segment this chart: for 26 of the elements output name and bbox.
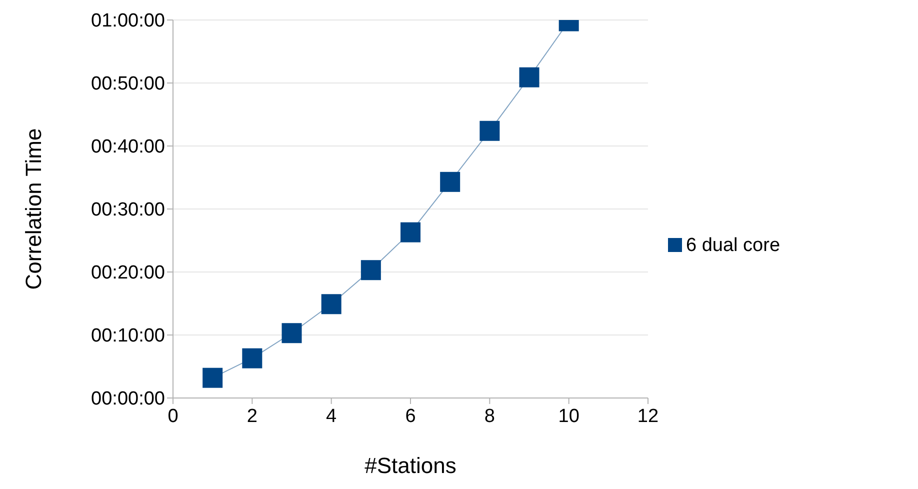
y-tick-label: 00:40:00 [91,136,165,158]
y-axis-title: Correlation Time [20,128,46,290]
y-tick-label: 00:20:00 [91,262,165,284]
point [440,172,460,192]
y-tick-label: 00:50:00 [91,74,165,95]
legend-label: 6 dual core [686,234,780,256]
x-axis-title: #Stations [364,453,456,478]
point [360,260,381,280]
x-tick-label: 2 [246,406,258,427]
point [480,120,500,141]
point [282,323,302,344]
point [202,368,223,388]
x-tick-label: 10 [558,406,580,427]
point [242,348,262,368]
y-tick-label: 00:30:00 [91,200,165,221]
y-tick-label: 01:00:00 [91,10,165,32]
point [519,67,540,88]
y-tick-label: 00:10:00 [91,326,165,347]
y-tick-label: 00:00:00 [91,388,165,410]
point [400,222,420,242]
x-tick-label: 8 [484,406,495,427]
point [321,294,342,314]
x-tick-label: 0 [168,406,178,427]
x-tick-label: 4 [326,406,338,427]
x-tick-label: 6 [405,406,416,427]
x-tick-label: 12 [637,406,659,427]
